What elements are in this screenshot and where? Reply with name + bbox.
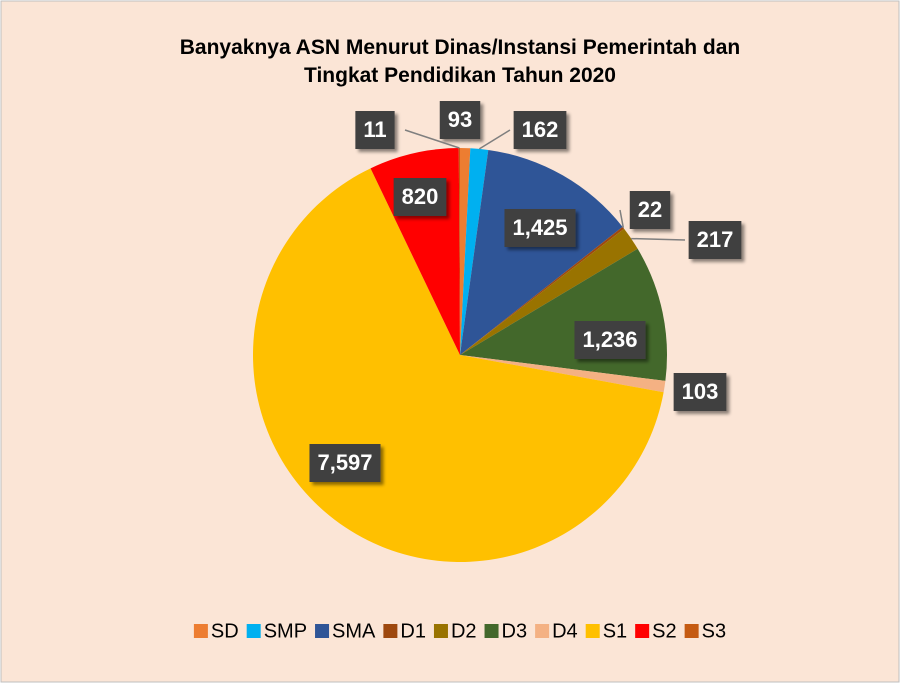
value-label: 1,236: [582, 327, 637, 352]
pie-slice: [460, 355, 666, 393]
label-box: [688, 221, 742, 259]
pie-slice: [458, 148, 460, 355]
data-label: 217: [688, 221, 742, 259]
legend-label: S1: [603, 620, 627, 642]
value-label: 820: [402, 184, 439, 209]
value-label: 103: [682, 379, 719, 404]
data-label: 162: [513, 111, 567, 149]
label-box: [355, 111, 395, 149]
legend-swatch: [246, 624, 261, 638]
leader-line: [631, 237, 686, 241]
legend-swatch: [535, 624, 550, 638]
data-label: 93: [439, 101, 481, 139]
pie-slice: [460, 226, 625, 355]
legend-label: SMA: [332, 620, 376, 642]
label-box: [673, 373, 727, 411]
value-label: 7,597: [317, 450, 372, 475]
leader-line: [478, 129, 511, 150]
pie-slice: [460, 149, 623, 355]
legend-swatch: [383, 624, 398, 638]
leader-line: [404, 129, 460, 149]
data-label: 103: [673, 373, 727, 411]
value-label: 217: [697, 227, 734, 252]
data-label: 1,425: [504, 209, 576, 247]
legend-swatch: [684, 624, 699, 638]
pie-slice: [460, 148, 489, 355]
value-label: 22: [638, 197, 662, 222]
label-box: [574, 321, 646, 359]
legend-swatch: [433, 624, 448, 638]
legend-label: SMP: [264, 620, 307, 642]
label-box: [439, 101, 481, 139]
label-box: [513, 111, 567, 149]
legend-label: D2: [451, 620, 477, 642]
leader-line: [619, 209, 625, 228]
chart-title: Banyaknya ASN Menurut Dinas/Instansi Pem…: [180, 36, 741, 87]
legend-swatch: [193, 624, 208, 638]
legend-label: S3: [702, 620, 726, 642]
pie-slice: [460, 148, 471, 355]
legend: SD SMP SMA D1 D2 D3 D4 S1 S2 S3: [193, 620, 726, 642]
value-label: 11: [363, 117, 386, 142]
label-box: [309, 444, 381, 482]
legend-swatch: [585, 624, 600, 638]
legend-swatch: [315, 624, 330, 638]
data-label: 820: [393, 178, 447, 216]
legend-label: SD: [211, 620, 239, 642]
label-box: [393, 178, 447, 216]
legend-swatch: [635, 624, 650, 638]
legend-label: S2: [652, 620, 676, 642]
data-label: 1,236: [574, 321, 646, 359]
data-label: 22: [629, 191, 671, 229]
label-box: [504, 209, 576, 247]
legend-swatch: [484, 624, 499, 638]
value-label: 1,425: [512, 215, 567, 240]
value-label: 162: [522, 117, 559, 142]
data-label: 7,597: [309, 444, 381, 482]
value-label: 93: [448, 107, 472, 132]
legend-label: D4: [552, 620, 578, 642]
legend-label: D3: [502, 620, 528, 642]
data-label: 11: [355, 111, 395, 149]
pie-slice: [460, 228, 638, 355]
legend-label: D1: [400, 620, 426, 642]
label-box: [629, 191, 671, 229]
